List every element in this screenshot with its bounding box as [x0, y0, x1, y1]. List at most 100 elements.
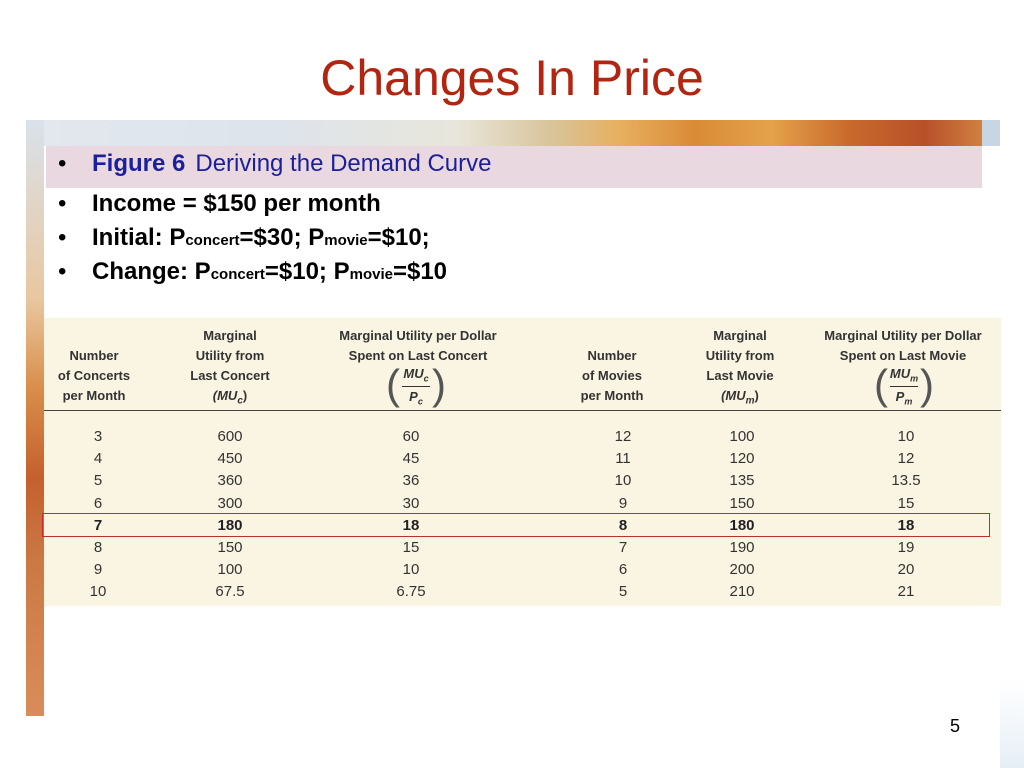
equilibrium-row-highlight: [42, 513, 990, 537]
table-cell: 450: [217, 450, 243, 468]
table-cell: 18: [402, 516, 420, 534]
paren-right: ): [920, 361, 934, 408]
header-line: Marginal: [203, 328, 257, 343]
initial-sub-concert: concert: [185, 232, 240, 249]
header-line: Utility from: [195, 348, 265, 363]
table-row: 7 180 18 8 180 18: [0, 515, 957, 537]
mu-over-price-concert: ( ) MUc Pc: [386, 361, 446, 410]
header-line: per Month: [580, 388, 644, 403]
paren-left: (: [386, 361, 400, 408]
header-mu-subscript: m: [745, 395, 755, 407]
header-line: Marginal Utility per Dollar: [339, 328, 497, 343]
header-line: Utility from: [705, 348, 775, 363]
frac-numerator: MUc: [386, 366, 446, 384]
table-cell: 150: [217, 539, 243, 556]
frac-den-text: P: [895, 389, 905, 404]
initial-sub-movie: movie: [324, 232, 368, 249]
table-cell: 9: [93, 561, 103, 579]
table-cell: 12: [897, 450, 915, 468]
table-cell: 135: [729, 472, 755, 490]
table-cell: 120: [729, 450, 755, 468]
table-cell: 4: [93, 450, 103, 468]
change-mid: =$10; P: [264, 258, 350, 285]
paren-right: ): [432, 361, 446, 408]
table-cell: 210: [729, 583, 755, 601]
decorative-footer-corner: [1000, 680, 1024, 768]
header-line: per Month: [62, 388, 126, 403]
table-cell: 19: [897, 539, 915, 556]
table-cell: 8: [93, 539, 103, 556]
frac-num-sub: m: [910, 373, 919, 384]
header-line: of Movies: [582, 368, 642, 383]
table-cell: 190: [729, 539, 755, 556]
table-cell: 300: [217, 494, 243, 512]
header-mu-per-dollar-concert: Marginal Utility per Dollar Spent on Las…: [318, 326, 518, 366]
table-row: 6 300 30 9 150 15: [0, 493, 957, 515]
change-suffix: =$10: [392, 258, 448, 285]
table-cell: 6.75: [396, 583, 426, 601]
table-cell: 6: [93, 494, 103, 512]
table-row: 5 360 36 10 135 13.5: [0, 470, 957, 492]
table-cell: 67.5: [215, 583, 245, 601]
frac-bar: [402, 386, 430, 387]
table-cell: 6: [618, 561, 628, 579]
frac-den-text: P: [409, 389, 418, 404]
table-cell: 9: [618, 494, 628, 512]
table-cell: 8: [618, 516, 628, 534]
paren-left: (: [874, 361, 888, 408]
table-cell: 36: [402, 472, 420, 490]
table-cell: 5: [618, 583, 628, 601]
frac-num-text: MU: [403, 366, 424, 381]
header-concerts: Number of Concerts per Month: [44, 346, 144, 406]
table-cell: 15: [402, 539, 420, 556]
change-prefix: Change: P: [92, 258, 211, 285]
header-divider: [44, 410, 1001, 411]
table-cell: 3: [93, 428, 103, 445]
frac-num-sub: c: [423, 373, 429, 384]
header-paren-close: ): [242, 388, 248, 403]
frac-numerator: MUm: [874, 366, 934, 384]
table-cell: 10: [897, 428, 915, 445]
slide-title: Changes In Price: [320, 50, 704, 106]
header-line: Marginal Utility per Dollar: [824, 328, 982, 343]
table-row: 3 600 60 12 100 10: [0, 426, 957, 448]
frac-den-sub: c: [417, 396, 423, 407]
header-mu-symbol: (MU: [212, 388, 238, 403]
header-line: Last Concert: [190, 368, 270, 383]
figure-bullet: • Figure 6 Deriving the Demand Curve: [58, 150, 492, 178]
change-sub-movie: movie: [349, 266, 393, 283]
table-cell: 30: [402, 494, 420, 512]
bullet-dot: •: [58, 190, 67, 217]
mu-over-price-movie: ( ) MUm Pm: [874, 361, 934, 410]
table-cell: 15: [897, 494, 915, 512]
table-row: 4 450 45 11 120 12: [0, 448, 957, 470]
bullet-dot: •: [58, 224, 67, 251]
table-cell: 180: [217, 516, 243, 534]
page-number: 5: [950, 716, 961, 736]
initial-mid: =$30; P: [239, 224, 325, 251]
figure-label: Figure 6: [92, 150, 186, 177]
table-cell: 11: [615, 450, 631, 468]
frac-denominator: Pm: [874, 389, 934, 407]
bullet-dot: •: [58, 150, 67, 177]
table-cell: 45: [402, 450, 420, 468]
header-line: of Concerts: [57, 368, 131, 383]
header-mu-movie: Marginal Utility from Last Movie (MUm): [680, 326, 800, 412]
table-cell: 100: [729, 428, 755, 445]
header-line: Number: [69, 348, 119, 363]
header-mu-symbol: (MU: [721, 388, 746, 403]
change-sub-concert: concert: [210, 266, 265, 283]
table-cell: 7: [93, 516, 103, 534]
table-cell: 60: [402, 428, 420, 445]
header-paren-close: ): [754, 388, 759, 403]
table-cell: 10: [614, 472, 632, 490]
header-mu-subscript: c: [237, 395, 243, 407]
frac-num-text: MU: [889, 366, 911, 381]
header-line: (MUm): [680, 386, 800, 412]
income-text: Income = $150 per month: [92, 190, 381, 217]
frac-denominator: Pc: [386, 389, 446, 407]
decorative-header-strip: [26, 120, 982, 146]
initial-suffix: =$10;: [367, 224, 430, 251]
header-line: Marginal: [713, 328, 767, 343]
